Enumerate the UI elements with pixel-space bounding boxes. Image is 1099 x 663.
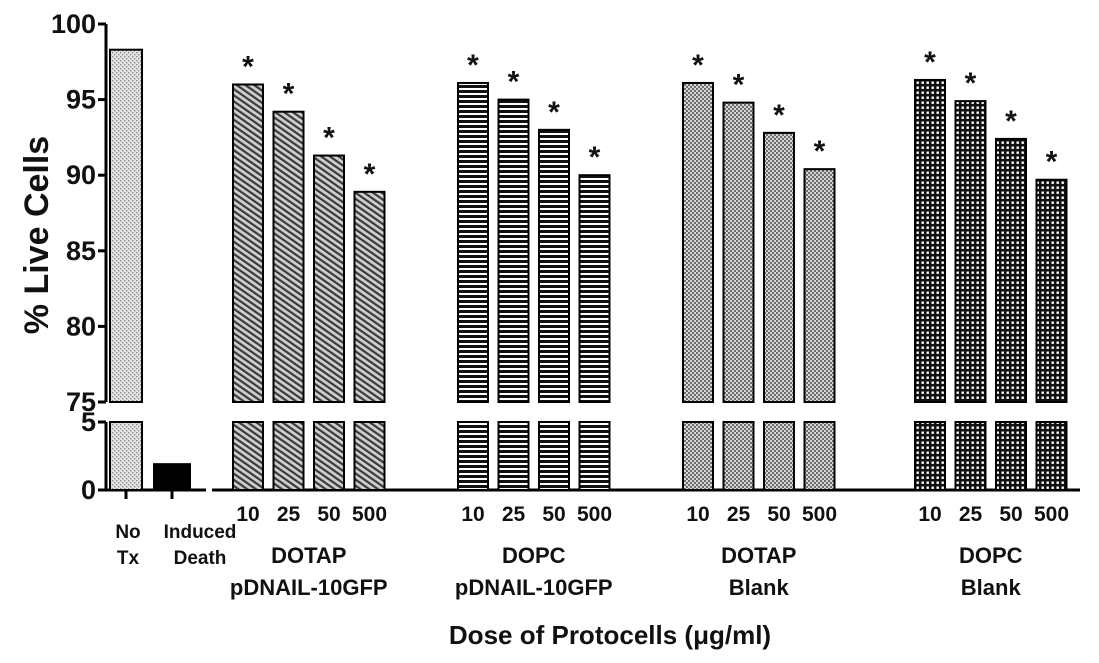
significance-marker: *	[1005, 105, 1017, 138]
group-label: pDNAIL-10GFP	[230, 575, 388, 600]
y-tick-label: 75	[66, 387, 96, 417]
dose-bar-upper	[538, 128, 570, 403]
dose-bar-lower	[803, 421, 836, 491]
dose-bar-upper	[232, 83, 264, 403]
significance-marker: *	[589, 141, 601, 174]
group-label: DOPC	[959, 543, 1023, 568]
control-label: Death	[174, 548, 227, 569]
significance-marker: *	[733, 69, 745, 102]
dose-bar-lower	[313, 421, 345, 491]
dose-bar-upper	[722, 101, 755, 404]
dose-bar-lower	[763, 421, 795, 491]
group-label: pDNAIL-10GFP	[455, 575, 613, 600]
x-tick-label: 50	[542, 503, 565, 526]
control-label: No	[115, 522, 140, 543]
dose-bar-lower	[272, 421, 305, 491]
control-bar-upper	[109, 48, 143, 403]
x-axis-label: Dose of Protocells (μg/ml)	[449, 620, 771, 650]
x-tick-label: 10	[918, 503, 941, 526]
x-tick-label: 500	[802, 503, 837, 526]
significance-marker: *	[283, 78, 295, 111]
significance-marker: *	[773, 99, 785, 132]
group-label: Blank	[729, 575, 790, 600]
significance-marker: *	[467, 49, 479, 82]
dose-bar-upper	[457, 81, 489, 404]
dose-bar-upper	[353, 190, 386, 403]
x-tick-label: 50	[317, 503, 340, 526]
x-tick-label: 25	[502, 503, 526, 526]
significance-marker: *	[965, 67, 977, 100]
x-tick-label: 25	[727, 503, 751, 526]
dose-bar-lower	[954, 421, 987, 491]
significance-marker: *	[242, 50, 254, 83]
y-tick-label: 100	[51, 9, 96, 39]
dose-bar-lower	[457, 421, 489, 491]
dose-bar-lower	[682, 421, 714, 491]
dose-bar-upper	[763, 131, 795, 403]
control-label: Induced	[164, 522, 237, 543]
significance-marker: *	[364, 158, 376, 191]
dose-bar-lower	[914, 421, 946, 491]
dose-bar-lower	[995, 421, 1027, 491]
significance-marker: *	[924, 46, 936, 79]
significance-marker: *	[692, 49, 704, 82]
y-tick-label: 85	[66, 236, 96, 266]
x-tick-label: 10	[461, 503, 484, 526]
dose-bar-lower	[538, 421, 570, 491]
dose-bar-upper	[682, 81, 714, 404]
significance-marker: *	[508, 66, 520, 99]
dose-bar-lower	[497, 421, 530, 491]
significance-marker: *	[323, 122, 335, 155]
significance-marker: *	[548, 96, 560, 129]
dose-bar-upper	[995, 137, 1027, 404]
group-label: Blank	[961, 575, 1022, 600]
x-tick-label: 10	[236, 503, 259, 526]
dose-bar-lower	[353, 421, 386, 491]
x-tick-label: 25	[277, 503, 301, 526]
x-tick-label: 50	[767, 503, 790, 526]
y-tick-label: 90	[66, 160, 96, 190]
y-tick-label: 80	[66, 311, 96, 341]
x-tick-label: 500	[352, 503, 387, 526]
x-tick-label: 500	[1034, 503, 1069, 526]
y-tick-label: 0	[81, 475, 96, 505]
control-bar-lower	[109, 421, 143, 491]
dose-bar-lower	[722, 421, 755, 491]
dose-bar-lower	[578, 421, 611, 491]
x-tick-label: 50	[999, 503, 1022, 526]
y-tick-label: 95	[66, 85, 96, 115]
dose-bar-lower	[232, 421, 264, 491]
y-tick-label: 5	[81, 407, 96, 437]
group-label: DOTAP	[271, 543, 346, 568]
control-label: Tx	[117, 548, 140, 569]
dose-bar-upper	[954, 100, 987, 403]
dose-bar-upper	[578, 174, 611, 403]
dose-bar-upper	[272, 110, 305, 403]
dose-bar-upper	[914, 78, 946, 403]
dose-bar-upper	[497, 98, 530, 403]
labels: No Tx Induced Death * 10 * 25 * 50 * 500 DOTAP pDNAIL…	[115, 46, 1069, 600]
x-tick-label: 10	[686, 503, 709, 526]
significance-marker: *	[814, 135, 826, 168]
y-ticks: 75 80 85 90 95 100 0 5	[51, 9, 106, 505]
significance-marker: *	[1046, 146, 1058, 179]
x-tick-label: 25	[959, 503, 983, 526]
dose-bar-lower	[1035, 421, 1068, 491]
dose-bar-upper	[803, 168, 836, 403]
control-bar	[153, 463, 191, 492]
y-axis-label: % Live Cells	[18, 136, 56, 334]
x-tick-label: 500	[577, 503, 612, 526]
bars	[109, 48, 1068, 492]
dose-bar-upper	[313, 154, 345, 403]
group-label: DOTAP	[721, 543, 796, 568]
group-label: DOPC	[502, 543, 566, 568]
dose-bar-upper	[1035, 178, 1068, 403]
